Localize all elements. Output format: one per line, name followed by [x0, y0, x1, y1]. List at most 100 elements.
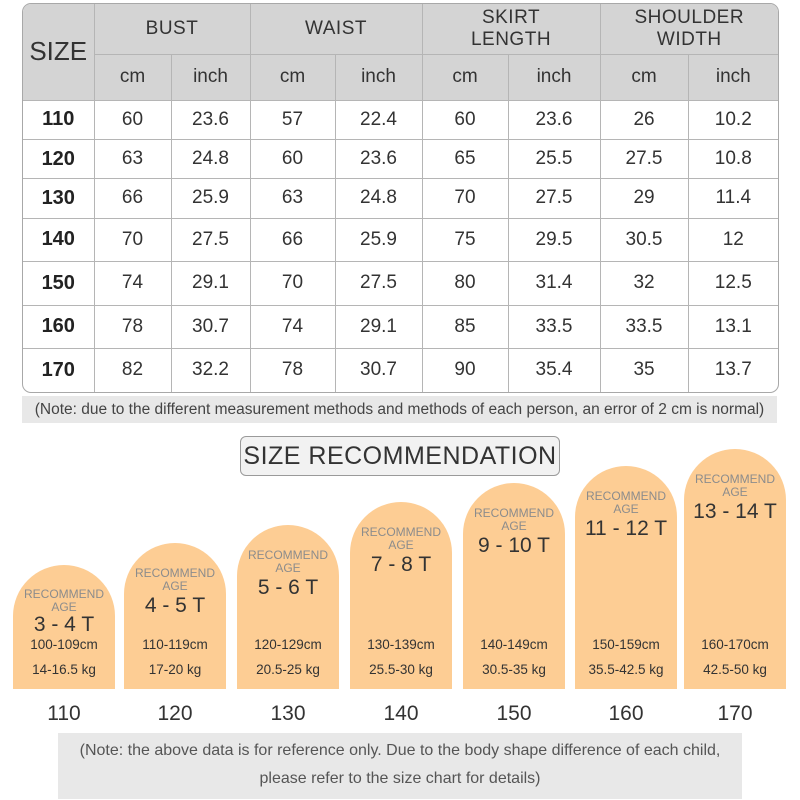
size-cell: 160 — [23, 304, 95, 349]
unit-header: inch — [334, 53, 423, 101]
recommendation-arch: 30.5-35 kg RECOMMEND AGE 9 - 10 T 140-149cm — [463, 483, 565, 689]
measurement-cell: 35.4 — [507, 347, 601, 392]
measurement-cell: 63 — [249, 178, 336, 219]
recommend-age: 9 - 10 T — [478, 534, 550, 557]
skirt-length-header: SKIRT LENGTH — [421, 4, 601, 55]
recommend-age-label: RECOMMEND AGE — [586, 489, 666, 516]
measurement-cell: 80 — [421, 261, 509, 306]
measurement-cell: 12 — [687, 217, 778, 263]
measurement-note: (Note: due to the different measurement … — [22, 396, 777, 423]
recommendation-arch: 17-20 kg RECOMMEND AGE 4 - 5 T 110-119cm — [124, 543, 226, 689]
measurement-cell: 29.5 — [507, 217, 601, 263]
measurement-cell: 60 — [421, 99, 509, 140]
size-cell: 150 — [23, 261, 95, 306]
table-row: 170 82 32.2 78 30.7 90 35.4 35 13.7 — [23, 347, 778, 392]
size-cell: 130 — [23, 178, 95, 219]
measurement-cell: 75 — [421, 217, 509, 263]
measurement-cell: 29.1 — [170, 261, 251, 306]
recommend-age: 4 - 5 T — [144, 594, 206, 617]
table-row: 120 63 24.8 60 23.6 65 25.5 27.5 10.8 — [23, 138, 778, 180]
measurement-cell: 13.7 — [687, 347, 778, 392]
recommend-size-label: 150 — [496, 702, 532, 725]
measurement-cell: 27.5 — [599, 138, 689, 180]
measurement-cell: 23.6 — [170, 99, 251, 140]
recommend-height: 130-139cm — [367, 637, 435, 652]
recommend-weight: 17-20 kg — [148, 662, 202, 677]
measurement-cell: 70 — [421, 178, 509, 219]
recommend-age-label: RECOMMEND AGE — [474, 506, 554, 533]
measurement-cell: 32.2 — [170, 347, 251, 392]
recommend-age: 11 - 12 T — [584, 517, 668, 540]
measurement-cell: 31.4 — [507, 261, 601, 306]
recommend-weight: 35.5-42.5 kg — [588, 662, 664, 677]
reference-note: (Note: the above data is for reference o… — [58, 733, 742, 799]
recommend-age-label: RECOMMEND AGE — [361, 525, 441, 552]
measurement-cell: 85 — [421, 304, 509, 349]
recommend-age-label: RECOMMEND AGE — [24, 587, 104, 614]
measurement-cell: 25.9 — [334, 217, 423, 263]
measurement-cell: 22.4 — [334, 99, 423, 140]
size-cell: 140 — [23, 217, 95, 263]
measurement-cell: 27.5 — [507, 178, 601, 219]
size-column-header: SIZE — [23, 4, 95, 101]
recommend-weight: 14-16.5 kg — [32, 662, 96, 677]
measurement-cell: 74 — [249, 304, 336, 349]
waist-header: WAIST — [249, 4, 423, 55]
measurement-cell: 33.5 — [599, 304, 689, 349]
reference-note-line: please refer to the size chart for detai… — [259, 770, 541, 787]
measurement-cell: 66 — [249, 217, 336, 263]
measurement-cell: 23.6 — [334, 138, 423, 180]
measurement-cell: 24.8 — [170, 138, 251, 180]
recommendation-arch: 25.5-30 kg RECOMMEND AGE 7 - 8 T 130-139cm — [350, 502, 452, 689]
unit-header: inch — [507, 53, 601, 101]
measurement-cell: 57 — [249, 99, 336, 140]
recommend-age: 13 - 14 T — [693, 500, 777, 523]
recommend-size-label: 110 — [47, 702, 81, 725]
recommend-age: 7 - 8 T — [370, 553, 432, 576]
recommend-height: 150-159cm — [592, 637, 660, 652]
measurement-cell: 35 — [599, 347, 689, 392]
measurement-cell: 11.4 — [687, 178, 778, 219]
size-cell: 110 — [23, 99, 95, 140]
reference-note-line: (Note: the above data is for reference o… — [79, 742, 721, 759]
table-row: 130 66 25.9 63 24.8 70 27.5 29 11.4 — [23, 178, 778, 219]
recommend-size-label: 160 — [608, 702, 644, 725]
unit-header: inch — [170, 53, 251, 101]
recommend-age: 5 - 6 T — [257, 576, 319, 599]
measurement-cell: 30.7 — [170, 304, 251, 349]
size-cell: 170 — [23, 347, 95, 392]
measurement-cell: 65 — [421, 138, 509, 180]
measurement-cell: 78 — [93, 304, 172, 349]
measurement-cell: 70 — [93, 217, 172, 263]
size-recommendation-title: SIZE RECOMMENDATION — [240, 436, 560, 476]
measurement-cell: 90 — [421, 347, 509, 392]
recommendation-arch: 42.5-50 kg RECOMMEND AGE 13 - 14 T 160-170c… — [684, 449, 786, 689]
measurement-cell: 12.5 — [687, 261, 778, 306]
measurement-cell: 66 — [93, 178, 172, 219]
recommend-height: 160-170cm — [701, 637, 769, 652]
measurement-cell: 30.7 — [334, 347, 423, 392]
recommend-age-label: RECOMMEND AGE — [695, 472, 775, 499]
recommend-age-label: RECOMMEND AGE — [248, 548, 328, 575]
recommendation-arch: 35.5-42.5 kg RECOMMEND AGE 11 - 12 T 150-15… — [575, 466, 677, 689]
measurement-cell: 78 — [249, 347, 336, 392]
table-row: 110 60 23.6 57 22.4 60 23.6 26 10.2 — [23, 99, 778, 140]
recommend-height: 140-149cm — [480, 637, 548, 652]
unit-header: inch — [687, 53, 778, 101]
unit-header: cm — [599, 53, 689, 101]
table-row: 160 78 30.7 74 29.1 85 33.5 33.5 13.1 — [23, 304, 778, 349]
measurement-cell: 30.5 — [599, 217, 689, 263]
measurement-cell: 29 — [599, 178, 689, 219]
size-cell: 120 — [23, 138, 95, 180]
table-row: 150 74 29.1 70 27.5 80 31.4 32 12.5 — [23, 261, 778, 306]
recommend-weight: 25.5-30 kg — [369, 662, 433, 677]
measurement-cell: 32 — [599, 261, 689, 306]
size-chart-table-frame: SIZE BUST WAIST SKIRT LENGTH SHOULDER WI… — [22, 3, 779, 393]
measurement-cell: 13.1 — [687, 304, 778, 349]
measurement-cell: 60 — [249, 138, 336, 180]
measurement-cell: 26 — [599, 99, 689, 140]
recommend-age-label: RECOMMEND AGE — [135, 566, 215, 593]
measurement-cell: 70 — [249, 261, 336, 306]
recommend-size-label: 140 — [383, 702, 419, 725]
recommend-size-label: 170 — [717, 702, 753, 725]
